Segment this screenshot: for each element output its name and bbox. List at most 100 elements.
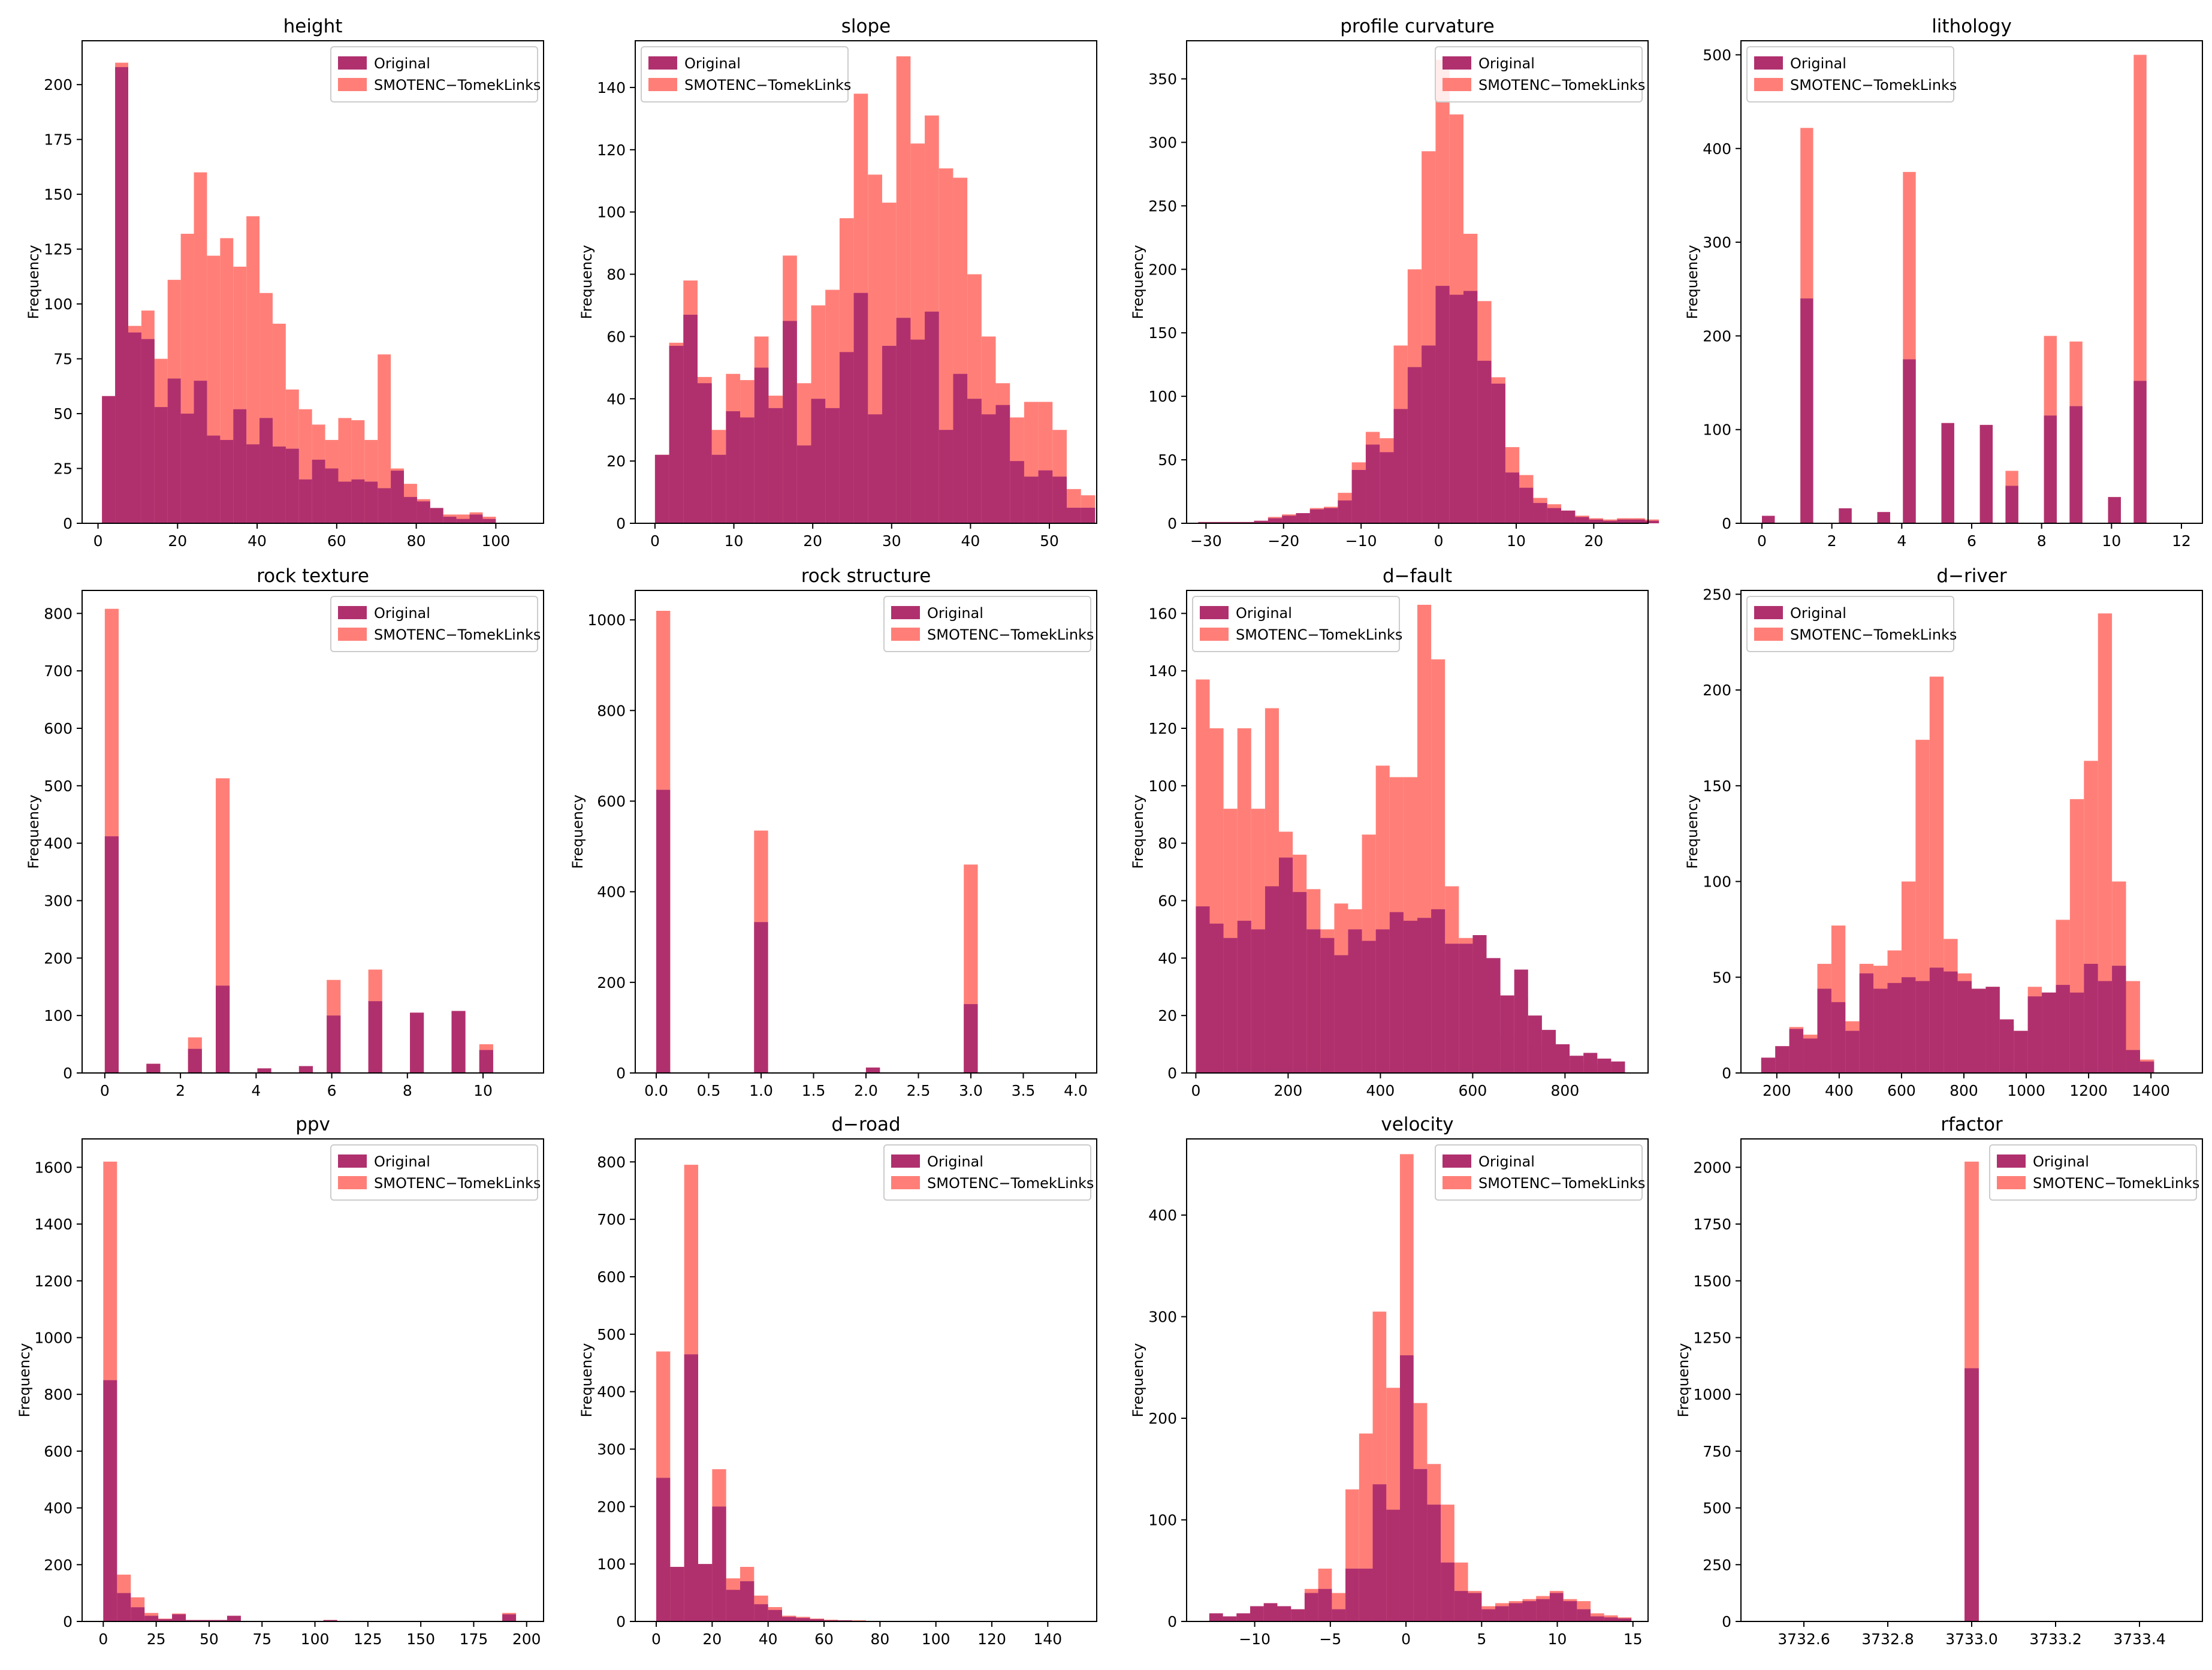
bar-original <box>1209 923 1224 1073</box>
bar-original <box>2056 985 2070 1073</box>
x-tick-label: 3733.0 <box>1945 1630 1997 1648</box>
bar-original <box>1293 892 1307 1073</box>
bar-original <box>697 383 712 523</box>
legend: Original SMOTENC−TomekLinks <box>1746 596 1957 652</box>
y-tick-label: 140 <box>1148 662 1177 680</box>
bar-original <box>298 1066 313 1073</box>
bar-original <box>1477 360 1492 523</box>
bar-original <box>1859 973 1874 1073</box>
bar-original <box>1999 1019 2014 1073</box>
y-tick-label: 500 <box>1703 46 1731 64</box>
y-axis-label: Frequency <box>1675 1343 1692 1418</box>
bar-original <box>711 454 726 523</box>
bar-original <box>1324 508 1338 523</box>
x-tick-label: 0 <box>1401 1630 1411 1648</box>
bar-original <box>1603 520 1617 523</box>
y-tick-label: 200 <box>44 76 73 94</box>
bar-original <box>194 381 207 523</box>
y-axis-label: Frequency <box>16 1343 33 1418</box>
bar-original <box>257 1068 271 1073</box>
legend-label-smotenc: SMOTENC−TomekLinks <box>927 1175 1094 1192</box>
bar-original <box>323 1620 337 1621</box>
bar-original <box>782 1617 796 1621</box>
bar-original <box>391 471 405 523</box>
bar-original <box>246 444 260 523</box>
bar-original <box>1449 294 1463 523</box>
bar-original <box>964 1004 978 1073</box>
bar-original <box>1375 929 1390 1073</box>
bar-original <box>1957 981 1972 1073</box>
bar-original <box>1372 1484 1387 1621</box>
legend: Original SMOTENC−TomekLinks <box>330 46 541 103</box>
y-tick-label: 400 <box>597 884 626 901</box>
bar-original <box>2112 966 2126 1073</box>
y-tick-label: 200 <box>1703 682 1731 699</box>
bar-original <box>2005 486 2018 523</box>
legend-label-smotenc: SMOTENC−TomekLinks <box>374 1175 541 1192</box>
legend-swatch-original <box>1754 606 1783 619</box>
legend-swatch-original <box>891 606 920 619</box>
bar-original <box>502 1614 517 1621</box>
x-tick-label: 2.0 <box>854 1082 878 1099</box>
bar-original <box>1338 500 1352 523</box>
x-tick-label: 140 <box>1033 1630 1062 1648</box>
y-tick-label: 300 <box>44 893 73 910</box>
legend-swatch-smotenc <box>338 628 367 641</box>
bar-original <box>102 396 116 523</box>
bar-original <box>1223 1616 1237 1621</box>
legend-label-original: Original <box>1790 55 1846 72</box>
bar-original <box>1263 1603 1278 1621</box>
x-tick-label: 0.0 <box>644 1082 668 1099</box>
bar-original <box>1549 1593 1564 1621</box>
chart-2: profile curvature−30 −20 −10 0 10 20050100150… <box>1130 16 1659 550</box>
y-tick-label: 60 <box>1158 893 1177 910</box>
y-tick-label: 20 <box>606 453 626 470</box>
bar-original <box>1877 512 1890 523</box>
bar-original <box>868 414 882 523</box>
bar-original <box>312 459 325 523</box>
x-tick-label: 0 <box>1434 532 1444 550</box>
bar-original <box>117 1593 131 1621</box>
y-tick-label: 20 <box>1158 1007 1177 1024</box>
legend-box <box>330 46 538 103</box>
x-tick-label: 25 <box>147 1630 166 1648</box>
plot-area: profile curvature−30 −20 −10 0 10 20050100150… <box>1130 16 1659 550</box>
legend-swatch-original <box>1997 1154 2026 1168</box>
bar-original <box>285 448 299 523</box>
y-tick-label: 0 <box>616 1613 626 1630</box>
y-tick-label: 750 <box>1703 1443 1731 1460</box>
x-tick-label: 1400 <box>2132 1082 2170 1099</box>
bar-original <box>1407 367 1422 523</box>
bar-original <box>2126 1050 2140 1073</box>
bar-original <box>796 445 811 523</box>
legend-swatch-smotenc <box>1443 78 1471 91</box>
y-tick-label: 40 <box>1158 949 1177 967</box>
bar-original <box>1536 1599 1550 1621</box>
bar-original <box>2084 963 2098 1073</box>
bar-original <box>430 508 443 523</box>
bar-original <box>1277 1606 1291 1621</box>
bar-original <box>479 1050 493 1073</box>
bar-original <box>896 318 911 523</box>
x-tick-label: 4 <box>251 1082 261 1099</box>
bar-original <box>1380 452 1394 523</box>
bar-original <box>378 488 391 523</box>
legend-box <box>1746 46 1954 103</box>
chart-title: ppv <box>295 1114 330 1135</box>
bar-original <box>1209 1613 1223 1621</box>
x-tick-label: 0 <box>651 1630 661 1648</box>
x-tick-label: 2 <box>176 1082 185 1099</box>
bar-original <box>167 378 181 523</box>
bar-original <box>1196 906 1210 1073</box>
bar-original <box>1251 929 1265 1073</box>
x-tick-label: 1.0 <box>749 1082 773 1099</box>
bar-original <box>1556 1044 1570 1073</box>
y-tick-label: 0 <box>1722 515 1731 532</box>
bar-original <box>1226 522 1241 523</box>
y-tick-label: 200 <box>1148 261 1177 278</box>
y-tick-label: 40 <box>606 390 626 408</box>
y-tick-label: 0 <box>63 515 73 532</box>
y-tick-label: 150 <box>44 186 73 203</box>
bar-original <box>2108 497 2121 523</box>
